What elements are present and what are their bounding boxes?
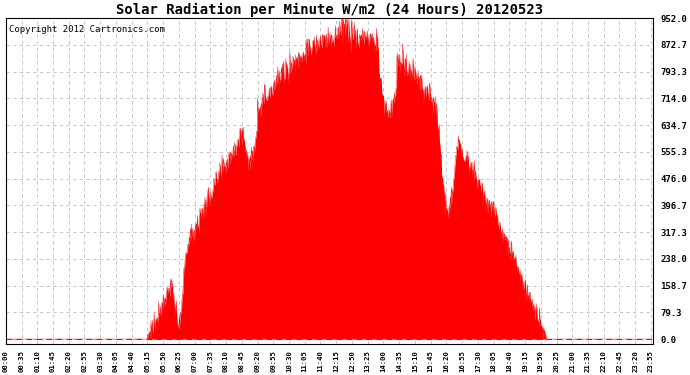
Title: Solar Radiation per Minute W/m2 (24 Hours) 20120523: Solar Radiation per Minute W/m2 (24 Hour…	[116, 3, 543, 17]
Text: Copyright 2012 Cartronics.com: Copyright 2012 Cartronics.com	[9, 25, 165, 34]
